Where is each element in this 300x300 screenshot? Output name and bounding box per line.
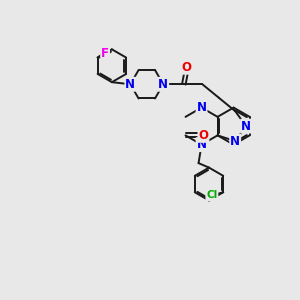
Text: O: O (198, 129, 208, 142)
Text: N: N (196, 138, 206, 151)
Text: N: N (241, 120, 251, 133)
Text: Cl: Cl (206, 190, 218, 200)
Text: N: N (158, 78, 168, 91)
Text: N: N (230, 135, 240, 148)
Text: F: F (101, 46, 109, 60)
Text: O: O (182, 61, 192, 74)
Text: N: N (196, 101, 206, 114)
Text: N: N (125, 78, 135, 91)
